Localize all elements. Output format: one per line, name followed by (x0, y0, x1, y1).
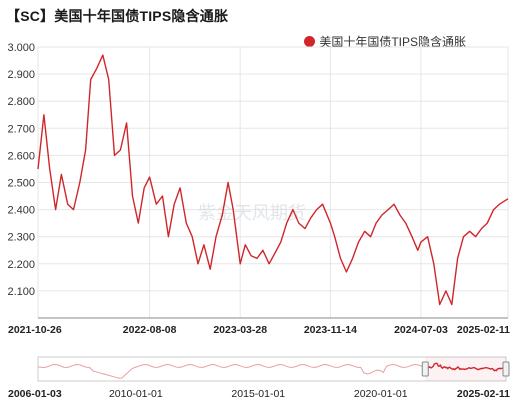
x-tick-label: 2021-10-26 (8, 324, 62, 336)
y-tick-label: 2.900 (7, 69, 35, 81)
series-line[interactable] (38, 55, 508, 304)
navigator-tick-label: 2015-01-01 (231, 388, 285, 400)
y-tick-label: 2.200 (7, 259, 35, 271)
series-area (38, 55, 508, 304)
y-tick-label: 3.000 (7, 42, 35, 54)
navigator-tick-label: 2006-01-03 (8, 388, 62, 400)
navigator-handle-right[interactable] (503, 362, 509, 376)
watermark: 紫金天风期货 (198, 203, 306, 223)
x-tick-label: 2022-08-08 (123, 324, 177, 336)
navigator-tick-label: 2020-01-01 (354, 388, 408, 400)
y-tick-label: 2.600 (7, 150, 35, 162)
y-axis: 2.100 2.200 2.300 2.400 2.500 2.600 2.700 2.800… (7, 42, 35, 298)
y-tick-label: 2.700 (7, 123, 35, 135)
navigator: 2006-01-03 2010-01-01 2015-01-01 2020-01-01… (8, 357, 510, 400)
y-tick-label: 2.100 (7, 286, 35, 298)
x-tick-label: 2023-11-14 (304, 324, 357, 336)
navigator-tick-label: 2025-02-11 (457, 388, 510, 400)
x-tick-label: 2024-07-03 (394, 324, 448, 336)
grid (38, 47, 508, 318)
y-tick-label: 2.400 (7, 205, 35, 217)
navigator-handle-left[interactable] (422, 362, 428, 376)
x-tick-label: 2023-03-28 (213, 324, 267, 336)
x-tick-label: 2025-02-11 (457, 324, 510, 336)
navigator-tick-label: 2010-01-01 (109, 388, 163, 400)
y-tick-label: 2.800 (7, 96, 35, 108)
y-tick-label: 2.300 (7, 232, 35, 244)
y-tick-label: 2.500 (7, 178, 35, 190)
x-axis: 2021-10-26 2022-08-08 2023-03-28 2023-11-14… (8, 324, 510, 336)
